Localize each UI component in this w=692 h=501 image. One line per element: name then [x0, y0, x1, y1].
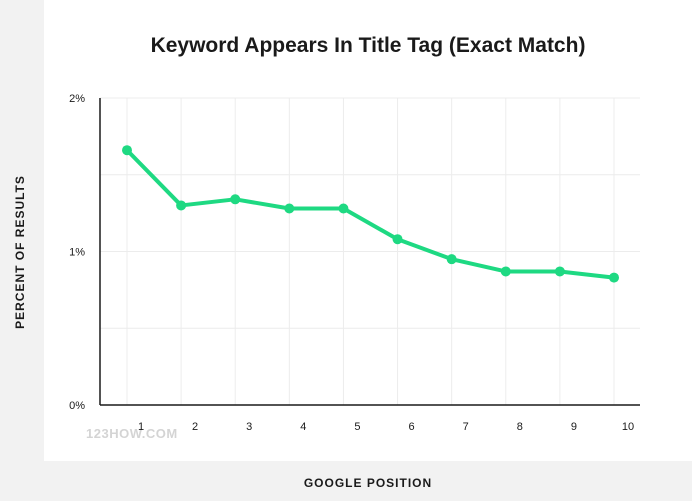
- y-tick-label: 2%: [69, 93, 85, 105]
- chart-card: [44, 0, 692, 461]
- x-tick-label: 2: [192, 421, 198, 433]
- x-tick-label: 7: [463, 421, 469, 433]
- x-tick-label: 4: [300, 421, 306, 433]
- x-tick-label: 1: [138, 421, 144, 433]
- x-tick-label: 9: [571, 421, 577, 433]
- data-point: [176, 200, 187, 211]
- data-point: [338, 203, 349, 214]
- x-tick-label: 6: [408, 421, 414, 433]
- data-point: [500, 266, 511, 277]
- data-point: [446, 254, 457, 265]
- x-tick-label: 5: [354, 421, 360, 433]
- data-point: [284, 203, 295, 214]
- series-line: [125, 148, 616, 280]
- y-tick-label: 1%: [69, 247, 85, 259]
- y-tick-label: 0%: [69, 400, 85, 412]
- x-tick-label: 10: [622, 421, 634, 433]
- data-point: [122, 145, 132, 156]
- data-point: [230, 194, 241, 205]
- x-axis-label: GOOGLE POSITION: [303, 476, 433, 490]
- data-point: [609, 272, 619, 283]
- x-tick-label: 8: [517, 421, 523, 433]
- watermark-logo: 123HOW.COM: [86, 426, 178, 441]
- x-tick-label: 3: [246, 421, 252, 433]
- data-point: [554, 266, 565, 277]
- chart-title: Keyword Appears In Title Tag (Exact Matc…: [150, 34, 586, 57]
- data-point: [392, 234, 403, 245]
